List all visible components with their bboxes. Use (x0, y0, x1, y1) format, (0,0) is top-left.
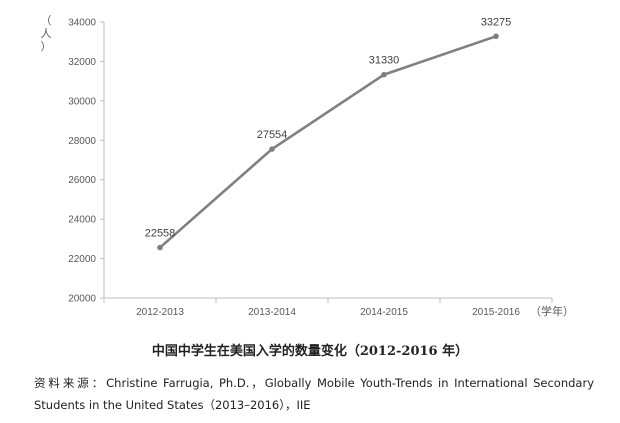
data-point (381, 71, 387, 78)
data-label: 27554 (257, 129, 288, 141)
source-prefix: 资料来源： (34, 376, 107, 390)
source-text: Christine Farrugia, Ph.D.，Globally Mobil… (34, 376, 595, 412)
data-point (269, 146, 275, 152)
data-label: 22558 (145, 228, 176, 240)
line-chart: 20000 22000 24000 26000 28000 30000 32000 34000… (41, 14, 575, 318)
y-axis-unit-label: （人） (41, 14, 52, 53)
series-line (158, 34, 498, 249)
y-unit-char: 人 (41, 27, 52, 40)
x-tick-label: 2012-2013 (136, 307, 184, 318)
y-tick-label: 30000 (68, 96, 96, 107)
y-tick-label: 20000 (68, 294, 96, 305)
x-axis-unit-label: （学年） (530, 304, 574, 318)
y-tick-label: 32000 (68, 57, 96, 68)
source-note: 资料来源：Christine Farrugia, Ph.D.，Globally … (34, 372, 594, 416)
x-axis: 2012-2013 2013-2014 2014-2015 2015-2016 (103, 297, 553, 318)
y-unit-char: （ (41, 14, 52, 27)
x-tick-label: 2014-2015 (360, 307, 408, 318)
x-tick-label: 2013-2014 (248, 307, 296, 318)
y-unit-char: ） (41, 40, 52, 53)
y-axis: 20000 22000 24000 26000 28000 30000 32000 34000 (68, 18, 105, 305)
data-label: 33275 (481, 16, 512, 28)
y-tick-label: 34000 (68, 18, 96, 29)
y-tick-label: 26000 (68, 175, 96, 186)
chart-caption: 中国中学生在美国入学的数量变化（2012-2016 年） (151, 344, 469, 359)
data-label: 31330 (369, 55, 400, 67)
data-point (493, 33, 499, 40)
x-tick-label: 2015-2016 (472, 307, 520, 318)
y-tick-label: 24000 (68, 215, 96, 226)
data-point (157, 244, 163, 251)
data-labels-layer: 22558 27554 31330 33275 (145, 16, 512, 239)
y-tick-label: 28000 (68, 136, 96, 147)
y-tick-label: 22000 (68, 254, 96, 265)
series-layer (157, 33, 499, 251)
